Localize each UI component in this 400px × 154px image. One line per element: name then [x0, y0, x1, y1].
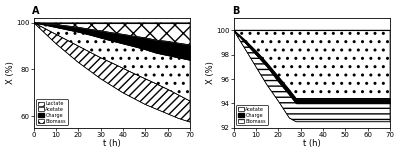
Legend: Acetate, Charge, Biomass: Acetate, Charge, Biomass	[236, 105, 268, 126]
Y-axis label: X (%): X (%)	[6, 61, 14, 84]
X-axis label: t (h): t (h)	[303, 139, 321, 148]
X-axis label: t (h): t (h)	[103, 139, 121, 148]
Y-axis label: X (%): X (%)	[206, 61, 214, 84]
Text: B: B	[232, 6, 240, 16]
Legend: Lactate, Acetate, Charge, Biomass: Lactate, Acetate, Charge, Biomass	[36, 99, 68, 126]
Text: A: A	[32, 6, 40, 16]
